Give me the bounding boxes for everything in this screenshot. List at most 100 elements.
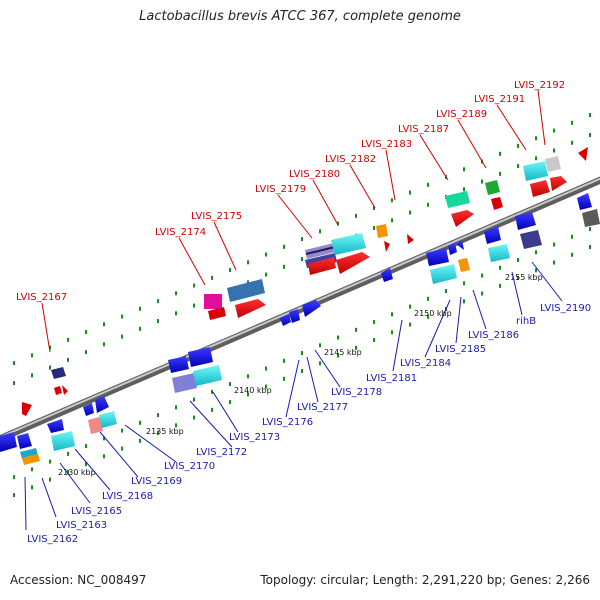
gene-feature[interactable] [530,180,550,197]
gene-feature[interactable] [577,193,592,210]
gene-feature[interactable] [289,309,300,323]
tick-mark [427,314,429,319]
gene-feature[interactable] [20,448,38,459]
tick-mark [499,265,501,270]
gene-feature[interactable] [305,246,336,255]
gene-label[interactable]: LVIS_2176 [262,417,313,428]
gene-label[interactable]: LVIS_2189 [436,109,487,120]
gene-label[interactable]: LVIS_2167 [16,292,67,303]
gene-label[interactable]: LVIS_2184 [400,358,451,369]
gene-feature[interactable] [515,212,536,230]
gene-label[interactable]: LVIS_2186 [468,330,519,341]
tick-mark [283,244,285,249]
gene-feature[interactable] [0,432,17,452]
gene-feature[interactable] [451,210,474,227]
gene-label[interactable]: LVIS_2179 [255,184,306,195]
gene-feature[interactable] [227,279,265,302]
tick-mark [301,351,303,356]
gene-feature[interactable] [407,234,414,244]
gene-label[interactable]: LVIS_2162 [27,534,78,545]
tick-mark [445,289,447,294]
tick-mark [67,469,69,474]
gene-feature[interactable] [172,373,197,393]
gene-label[interactable]: LVIS_2170 [164,461,215,472]
tick-mark [139,326,141,331]
gene-label[interactable]: LVIS_2172 [196,447,247,458]
gene-feature[interactable] [22,454,40,465]
gene-label[interactable]: LVIS_2174 [155,227,206,238]
gene-label[interactable]: LVIS_2163 [56,520,107,531]
kbp-scale: 2130 kbp 2135 kbp 2140 kbp 2145 kbp 2150… [58,273,543,477]
gene-label[interactable]: LVIS_2180 [289,169,340,180]
gene-label[interactable]: LVIS_2182 [325,154,376,165]
gene-feature[interactable] [484,226,501,244]
tick-mark [229,382,231,387]
tick-mark [13,361,15,366]
gene-feature[interactable] [204,294,222,309]
gene-feature[interactable] [308,257,336,275]
tick-mark [499,283,501,288]
tick-mark [139,306,141,311]
gene-feature[interactable] [99,411,117,428]
tick-mark [247,280,249,285]
gene-feature[interactable] [545,156,561,172]
tick-mark [589,133,591,138]
gene-feature[interactable] [62,385,68,395]
gene-feature[interactable] [458,258,470,272]
gene-feature[interactable] [488,244,510,262]
gene-feature[interactable] [17,433,32,449]
gene-feature[interactable] [193,365,222,386]
gene-feature[interactable] [520,230,542,249]
gene-feature[interactable] [582,209,600,227]
gene-feature[interactable] [51,431,75,451]
gene-label[interactable]: LVIS_2169 [131,476,182,487]
gene-label[interactable]: LVIS_2190 [540,303,591,314]
gene-label[interactable]: LVIS_2168 [102,491,153,502]
gene-label[interactable]: LVIS_2185 [435,344,486,355]
gene-feature[interactable] [83,403,94,416]
gene-feature[interactable] [485,180,500,195]
gene-feature[interactable] [523,161,548,181]
kbp-label: 2145 kbp [324,348,362,357]
gene-label[interactable]: LVIS_2181 [366,373,417,384]
gene-feature[interactable] [381,268,393,282]
gene-feature[interactable] [54,386,62,395]
gene-label[interactable]: LVIS_2192 [514,80,565,91]
gene-feature[interactable] [22,402,32,416]
gene-label[interactable]: LVIS_2191 [474,94,525,105]
gene-feature[interactable] [426,248,449,266]
gene-feature[interactable] [188,347,213,367]
gene-feature[interactable] [336,252,370,274]
gene-feature[interactable] [88,417,103,434]
gene-feature[interactable] [491,197,503,210]
gene-feature[interactable] [456,240,464,250]
gene-feature[interactable] [550,176,567,191]
gene-label[interactable]: LVIS_2177 [297,402,348,413]
tick-mark [337,353,339,358]
gene-label[interactable]: LVIS_2173 [229,432,280,443]
gene-feature[interactable] [280,314,291,326]
gene-feature[interactable] [448,243,457,255]
gene-feature[interactable] [302,300,321,317]
forward-genes [22,147,588,416]
gene-label[interactable]: LVIS_2165 [71,506,122,517]
gene-feature[interactable] [445,191,470,208]
gene-feature[interactable] [168,356,189,373]
gene-feature[interactable] [208,307,226,320]
gene-label[interactable]: rihB [516,316,536,327]
gene-feature[interactable] [95,396,109,413]
gene-feature[interactable] [51,367,66,379]
gene-feature[interactable] [376,224,388,238]
gene-feature[interactable] [235,299,266,318]
gene-feature[interactable] [47,419,64,433]
gene-feature[interactable] [578,147,588,161]
gene-feature[interactable] [384,241,390,252]
gene-feature[interactable] [430,264,457,284]
tick-mark [355,213,357,218]
tick-mark [409,190,411,195]
gene-label[interactable]: LVIS_2175 [191,211,242,222]
gene-feature[interactable] [331,233,366,255]
gene-label[interactable]: LVIS_2183 [361,139,412,150]
gene-label[interactable]: LVIS_2178 [331,387,382,398]
gene-label[interactable]: LVIS_2187 [398,124,449,135]
